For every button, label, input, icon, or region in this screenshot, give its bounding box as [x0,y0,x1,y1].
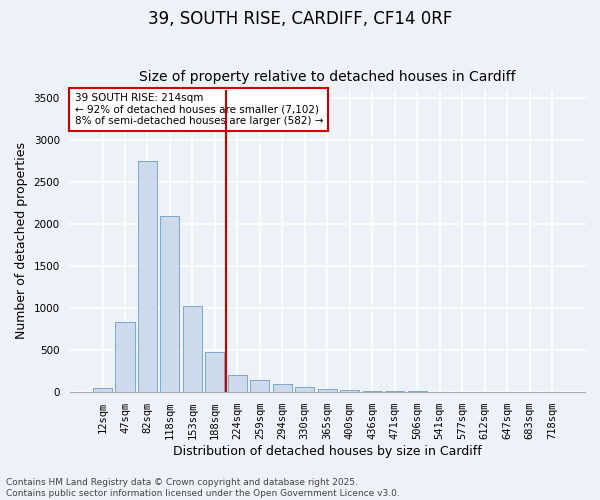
Title: Size of property relative to detached houses in Cardiff: Size of property relative to detached ho… [139,70,515,85]
Bar [183,306,202,392]
Text: Contains HM Land Registry data © Crown copyright and database right 2025.
Contai: Contains HM Land Registry data © Crown c… [6,478,400,498]
Bar [295,386,314,392]
X-axis label: Distribution of detached houses by size in Cardiff: Distribution of detached houses by size … [173,444,482,458]
Bar [160,216,179,392]
Bar [273,384,292,392]
Bar [205,352,224,392]
Bar [115,322,134,392]
Bar [228,375,247,392]
Text: 39 SOUTH RISE: 214sqm
← 92% of detached houses are smaller (7,102)
8% of semi-de: 39 SOUTH RISE: 214sqm ← 92% of detached … [74,93,323,126]
Bar [138,161,157,392]
Bar [250,380,269,392]
Y-axis label: Number of detached properties: Number of detached properties [15,142,28,340]
Text: 39, SOUTH RISE, CARDIFF, CF14 0RF: 39, SOUTH RISE, CARDIFF, CF14 0RF [148,10,452,28]
Bar [93,388,112,392]
Bar [362,391,382,392]
Bar [340,390,359,392]
Bar [318,389,337,392]
